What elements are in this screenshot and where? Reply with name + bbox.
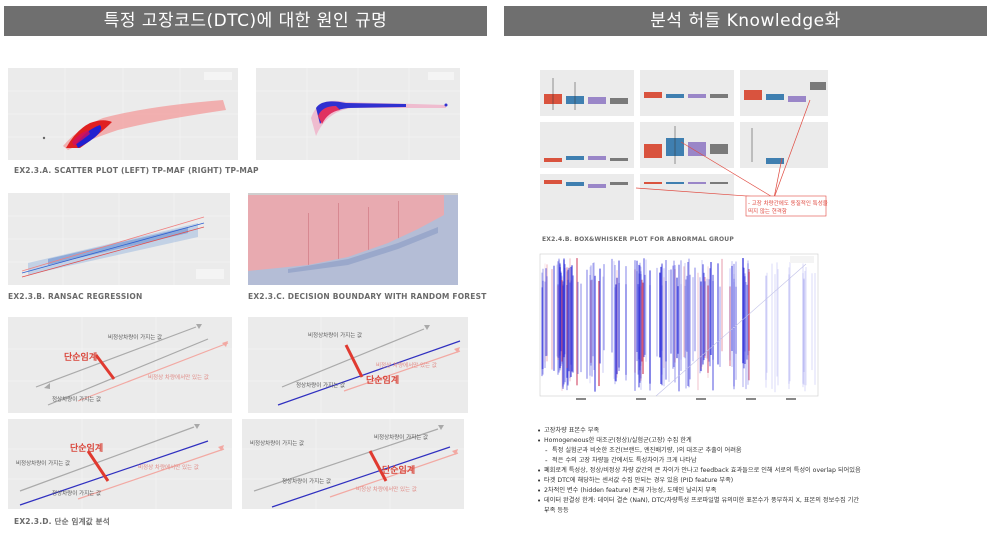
note-sub-item: 부족 등등 [538, 506, 888, 516]
label-abnormal-only: 비정상 차량에서만 있는 값 [356, 485, 417, 493]
box-panel-1 [540, 70, 634, 116]
timeseries-spike-chart [536, 250, 826, 410]
caption-boundary: EX2.3.C. DECISION BOUNDARY WITH RANDOM F… [248, 292, 487, 301]
notes-list: 고장차량 표본수 부족 Homogeneous한 대조군(정상)/실험군(고장)… [532, 426, 888, 516]
decision-boundary-chart [248, 193, 458, 285]
note-item: 타겟 DTC에 해당하는 센서값 수집 안되는 경우 있음 (PID featu… [537, 476, 888, 486]
note-item: 데이터 완결성 한계: 데이터 결손 (NaN), DTC/차량특성 프로파일별… [537, 496, 888, 506]
label-abnormal-only: 비정상 차량에서만 있는 값 [148, 373, 209, 381]
label-abnormal-value: 비정상차량이 가지는 값 [308, 331, 362, 339]
threshold-diagram-1: 비정상차량이 가지는 값 단순임계 비정상 차량에서만 있는 값 정상차량이 가… [8, 317, 232, 413]
note-item: 2차적인 변수 (hidden feature) 존재 가능성, 도메인 날리지… [537, 486, 888, 496]
threshold-diagram-2: 비정상차량이 가지는 값 단순임계 비정상 차량에서만 있는 값 정상차량이 가… [248, 317, 468, 413]
label-threshold: 단순임계 [64, 351, 97, 363]
label-abnormal-value: 비정상차량이 가지는 값 [16, 459, 70, 467]
box-panel-8 [640, 174, 734, 220]
label-normal-value: 정상차량이 가지는 값 [52, 489, 101, 497]
caption-threshold: EX2.3.D. 단순 임계값 분석 [14, 517, 110, 526]
threshold-diagram-4: 비정상차량이 가지는 값 비정상차량이 가지는 값 단순임계 비정상 차량에서만… [242, 419, 464, 509]
label-normal-value: 정상차량이 가지는 값 [52, 395, 101, 403]
right-section-header: 분석 허들 Knowledge화 [504, 6, 987, 36]
box-panel-7 [540, 174, 634, 220]
label-threshold: 단순임계 [382, 464, 415, 476]
callout-line-2: 띄지 않는 현격함 [748, 207, 787, 215]
label-normal-value: 정상차량이 가지는 값 [296, 381, 345, 389]
callout-line-1: - 고장 차량간에도 동질적인 특성을 [748, 199, 828, 207]
box-whisker-grid: - 고장 차량간에도 동질적인 특성을 띄지 않는 현격함 [536, 66, 832, 228]
scatter-plot-tp-map [256, 68, 460, 160]
label-abnormal-only: 비정상 차량에서만 있는 값 [138, 463, 199, 471]
caption-ransac: EX2.3.B. RANSAC REGRESSION [8, 292, 143, 301]
note-item: 고장차량 표본수 부족 [537, 426, 888, 436]
box-panel-2 [640, 70, 734, 116]
label-abnormal-value-2: 비정상차량이 가지는 값 [374, 433, 428, 441]
label-normal-value: 정상차량이 가지는 값 [282, 477, 331, 485]
box-panel-3 [740, 70, 828, 116]
note-sub-item: 특정 실험군과 비슷한 조건(브랜드, 엔진배기량, )의 대조군 추출이 어려… [538, 446, 888, 456]
box-panel-4 [540, 122, 634, 168]
label-abnormal-value: 비정상차량이 가지는 값 [250, 439, 304, 447]
scatter-plot-tp-maf [8, 68, 238, 160]
label-abnormal-only: 비정상 차량에서만 있는 값 [376, 361, 437, 369]
caption-boxplot: EX2.4.B. BOX&WHISKER PLOT FOR ABNORMAL G… [542, 236, 734, 243]
label-abnormal-value: 비정상차량이 가지는 값 [108, 333, 162, 341]
note-sub-item: 적은 수의 고장 차량들 간에서도 특성차이가 크게 나타남 [538, 456, 888, 466]
box-panel-5 [640, 122, 734, 168]
label-threshold: 단순임계 [70, 442, 103, 454]
note-item: 폐회로계 특성상, 정상/비정상 차량 값간의 큰 차이가 안나고 feedba… [537, 466, 888, 476]
note-item: Homogeneous한 대조군(정상)/실험군(고장) 수집 한계 [537, 436, 888, 446]
label-threshold: 단순임계 [366, 374, 399, 386]
box-panel-6 [740, 122, 828, 168]
ransac-regression-chart [8, 193, 230, 285]
caption-scatter: EX2.3.A. SCATTER PLOT (LEFT) TP-MAF (RIG… [14, 166, 259, 175]
left-section-header: 특정 고장코드(DTC)에 대한 원인 규명 [4, 6, 487, 36]
threshold-diagram-3: 단순임계 비정상차량이 가지는 값 비정상 차량에서만 있는 값 정상차량이 가… [8, 419, 232, 509]
